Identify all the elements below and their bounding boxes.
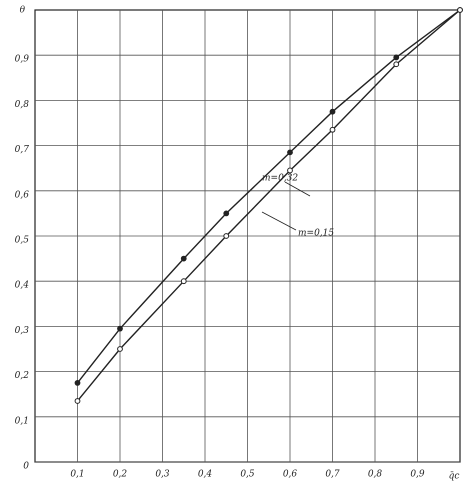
series-line bbox=[76, 9, 461, 402]
y-tick-label: 0,8 bbox=[15, 100, 30, 110]
x-tick-label: 0,6 bbox=[283, 470, 298, 480]
annotation-leader bbox=[261, 211, 297, 231]
y-tick-label: 0,9 bbox=[15, 55, 30, 65]
x-tick-label: 0,5 bbox=[240, 470, 255, 480]
data-point bbox=[223, 233, 230, 239]
x-tick-label: 0,1 bbox=[70, 470, 84, 480]
data-point bbox=[287, 167, 293, 174]
x-tick-label: 0,7 bbox=[325, 470, 340, 480]
y-tick-label: 0 bbox=[23, 462, 29, 472]
x-tick-label: 0,8 bbox=[368, 470, 383, 480]
data-point bbox=[223, 210, 230, 217]
annotation-leader bbox=[284, 181, 311, 197]
y-tick-label: 0,7 bbox=[15, 145, 30, 155]
series-line bbox=[76, 9, 461, 384]
data-point bbox=[393, 54, 400, 61]
data-point bbox=[287, 149, 293, 156]
series-label: m=0,15 bbox=[298, 229, 334, 239]
y-axis-label: θ bbox=[20, 6, 26, 16]
data-point bbox=[117, 325, 123, 332]
data-point bbox=[180, 255, 187, 262]
y-tick-label: 0,6 bbox=[15, 190, 30, 200]
data-point bbox=[393, 61, 400, 68]
y-tick-label: 0,5 bbox=[15, 236, 30, 246]
series-label: m=0,32 bbox=[262, 174, 298, 184]
data-point bbox=[180, 278, 187, 285]
data-point bbox=[329, 108, 336, 115]
data-point bbox=[74, 380, 81, 386]
y-tick-label: 0,2 bbox=[15, 371, 30, 381]
x-tick-label: 0,9 bbox=[410, 470, 425, 480]
data-point bbox=[117, 346, 123, 352]
data-point bbox=[74, 398, 81, 404]
x-tick-label: 0,3 bbox=[155, 470, 170, 480]
y-tick-label: 0,3 bbox=[15, 326, 30, 336]
x-tick-label: 0,4 bbox=[198, 470, 213, 480]
data-point bbox=[457, 7, 463, 13]
data-point bbox=[329, 126, 336, 133]
x-axis-label: q̄c bbox=[449, 472, 460, 482]
y-tick-label: 0,4 bbox=[15, 281, 30, 291]
x-tick-label: 0,2 bbox=[113, 470, 128, 480]
y-tick-label: 0,1 bbox=[15, 416, 29, 426]
